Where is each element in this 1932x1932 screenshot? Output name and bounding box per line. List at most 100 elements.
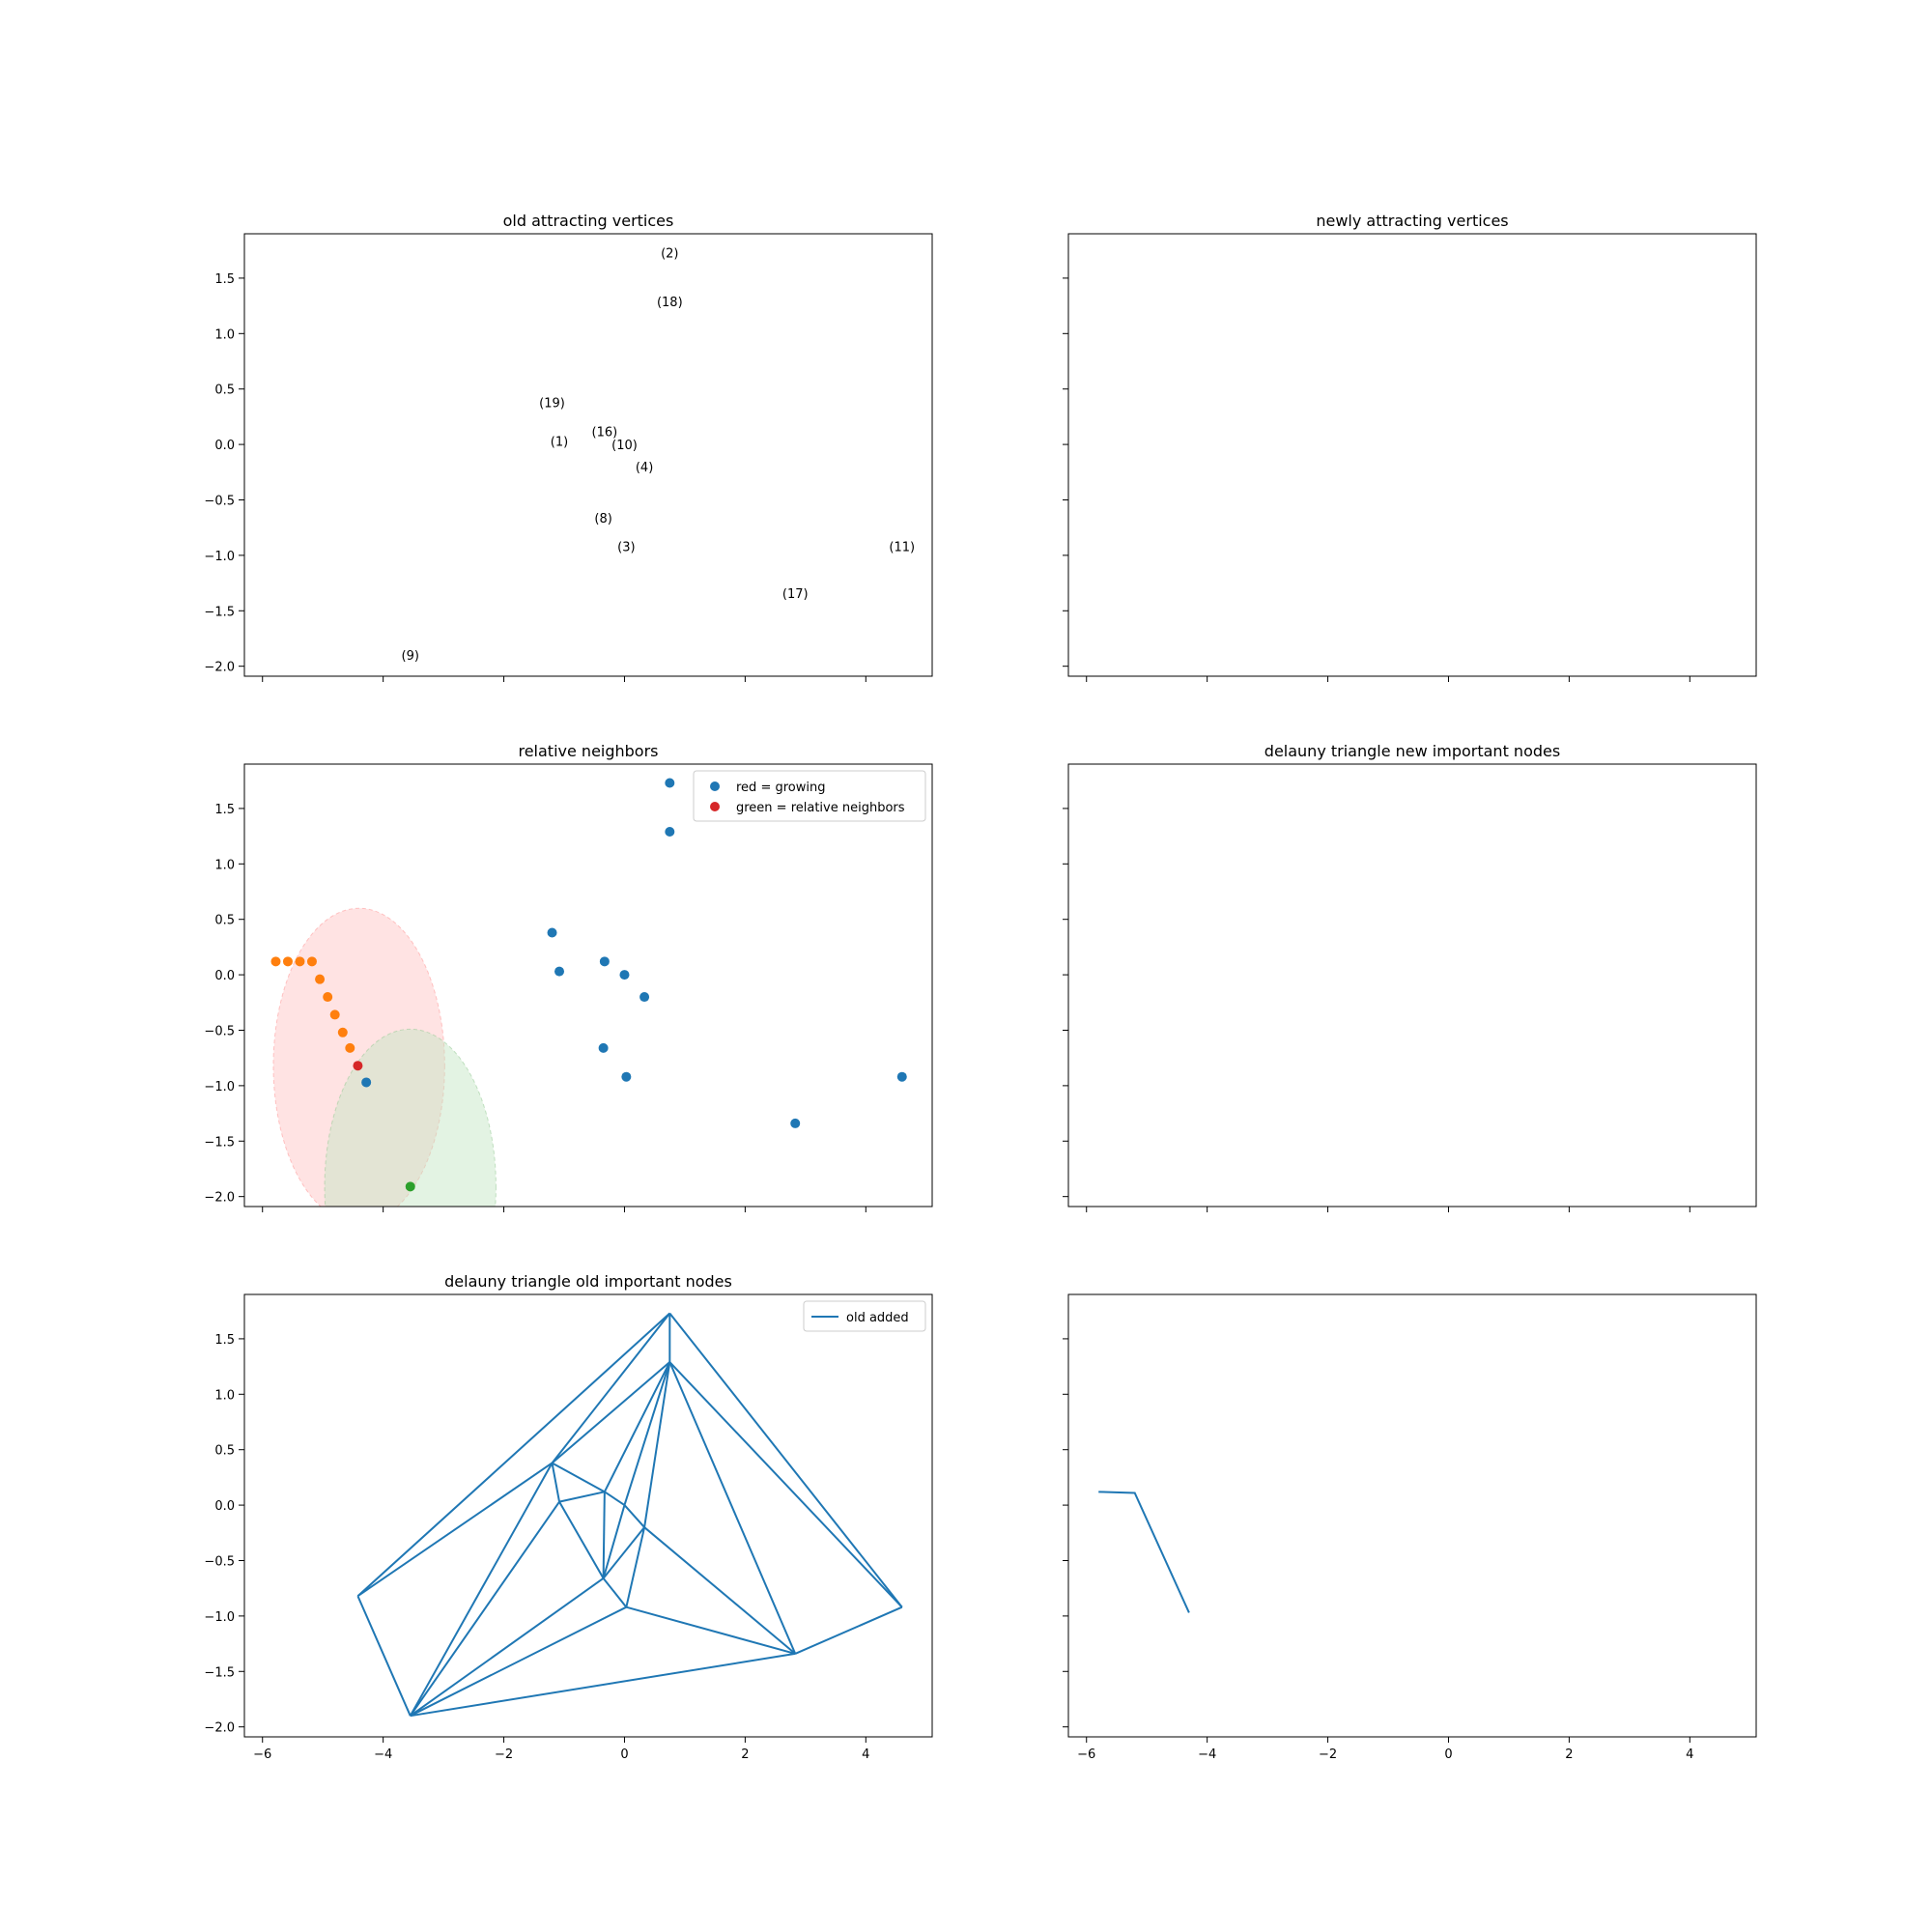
plot-area (1098, 1491, 1190, 1613)
triangle-edge (602, 1504, 626, 1579)
triangle-edge (409, 1462, 554, 1717)
triangle-edge (410, 1577, 605, 1718)
vertex-label: (11) (889, 541, 915, 555)
triangle-edge (668, 1361, 903, 1608)
vertex-label: (19) (539, 396, 565, 411)
legend-label: old added (846, 1311, 909, 1325)
y-tick-label: 1.5 (214, 1333, 235, 1348)
green-point (405, 1181, 415, 1192)
triangle-edge (602, 1577, 628, 1608)
blue-point (547, 927, 557, 938)
triangle-edge (558, 1491, 606, 1503)
plot-area (356, 1312, 903, 1718)
red-point (353, 1061, 363, 1071)
axes-frame (243, 1293, 933, 1738)
x-tick-label: 2 (1565, 1747, 1573, 1762)
triangle-edge (602, 1492, 606, 1578)
y-tick-label: −2.0 (204, 1191, 235, 1206)
subplot-6: −6 −4 −2 0 2 4 (1063, 1293, 1757, 1762)
triangle-edge (794, 1605, 903, 1655)
blue-point (599, 956, 610, 967)
orange-point (270, 956, 281, 967)
subplot-title: old attracting vertices (503, 212, 674, 230)
legend-marker (710, 781, 720, 791)
x-tick-label: −6 (1077, 1747, 1095, 1762)
triangle-edge (558, 1501, 605, 1579)
triangle-edge (623, 1504, 645, 1528)
blue-point (790, 1118, 801, 1128)
blue-point (554, 966, 565, 977)
x-tick-label: 0 (1444, 1747, 1452, 1762)
plot-area (270, 778, 907, 1207)
blue-point (665, 827, 675, 838)
y-tick-label: −0.5 (204, 494, 235, 508)
triangle-edge (409, 1501, 560, 1717)
subplot-title: delauny triangle new important nodes (1264, 742, 1560, 760)
y-tick-label: 1.0 (214, 1388, 235, 1403)
orange-point (337, 1027, 348, 1037)
radius-ellipse-green (324, 1028, 497, 1207)
orange-point (315, 974, 326, 984)
blue-point (619, 970, 630, 980)
vertex-label: (3) (617, 541, 635, 555)
orange-point (323, 992, 333, 1003)
x-tick-label: −4 (374, 1747, 392, 1762)
y-tick-label: −1.5 (204, 1665, 235, 1680)
axes-frame (1067, 233, 1757, 677)
triangle-edge (602, 1526, 645, 1579)
triangle-edge (625, 1526, 646, 1607)
triangle-edge (668, 1312, 903, 1608)
orange-point (329, 1009, 340, 1020)
axes-frame (243, 233, 933, 677)
triangle-edge (552, 1462, 606, 1493)
triangle-edge (623, 1361, 671, 1506)
blue-point (896, 1071, 907, 1082)
y-tick-label: 0.5 (214, 1444, 235, 1459)
axes-frame (1067, 1293, 1757, 1738)
x-tick-label: 0 (620, 1747, 628, 1762)
y-tick-label: 0.5 (214, 384, 235, 398)
legend-label: green = relative neighbors (736, 801, 905, 815)
vertex-label: (8) (594, 512, 611, 526)
triangle-edge (410, 1652, 796, 1718)
subplot-title: relative neighbors (518, 742, 658, 760)
y-tick-label: 0.0 (214, 969, 235, 983)
legend-marker (710, 802, 720, 811)
triangle-edge (626, 1605, 796, 1655)
triangle-edge (551, 1463, 561, 1502)
subplot-4: delauny triangle new important nodes (1063, 742, 1757, 1212)
x-tick-label: −2 (1319, 1747, 1337, 1762)
x-tick-label: −6 (253, 1747, 271, 1762)
blue-point (621, 1071, 632, 1082)
y-tick-label: 1.0 (214, 327, 235, 342)
triangle-edge (603, 1361, 671, 1492)
triangle-edge (668, 1361, 797, 1655)
axes-frame (243, 763, 933, 1208)
triangle-edge (604, 1491, 626, 1506)
x-tick-label: −4 (1198, 1747, 1216, 1762)
subplot-3: 1.5 1.0 0.5 0.0 −0.5 −1.0 −1.5 −2.0 relative nei… (204, 742, 933, 1212)
y-tick-label: 1.5 (214, 803, 235, 817)
y-tick-label: −0.5 (204, 1554, 235, 1569)
blue-point (639, 992, 650, 1003)
legend-box (693, 770, 926, 822)
triangle-edge (356, 1595, 412, 1717)
legend-label: red = growing (736, 781, 825, 795)
subplot-1: (2) (18) (19) (1) (16)(10) (4) (8) (3) (11) (17) (… (204, 212, 933, 682)
y-tick-label: −1.5 (204, 605, 235, 619)
y-tick-label: 1.0 (214, 858, 235, 872)
x-tick-label: 4 (862, 1747, 869, 1762)
x-tick-label: 4 (1686, 1747, 1693, 1762)
x-tick-label: 2 (741, 1747, 749, 1762)
vertex-label: (2) (661, 247, 678, 262)
y-tick-label: −2.0 (204, 1721, 235, 1736)
blue-point (598, 1042, 609, 1053)
vertex-label: (10) (611, 439, 638, 453)
triangle-edge (410, 1605, 627, 1718)
vertex-label: (16) (592, 425, 618, 440)
legend-box (803, 1300, 926, 1332)
y-tick-label: −1.5 (204, 1135, 235, 1150)
subplot-title: delauny triangle old important nodes (444, 1272, 732, 1291)
radius-ellipse-pink (272, 907, 445, 1207)
